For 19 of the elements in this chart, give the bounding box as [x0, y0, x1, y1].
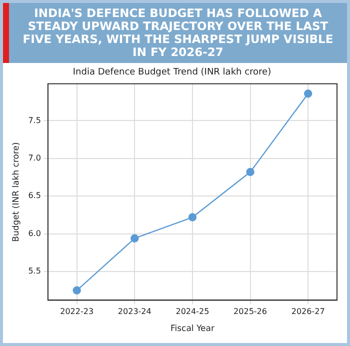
chart-title: INDIA'S DEFENCE BUDGET HAS FOLLOWED A STEADY UPWARD TRAJECTORY OVER THE LAST FIVE YEARS, WITH THE SHARPEST JUMP VISIBLE IN FY 2026-27 — [22, 6, 334, 59]
x-axis-title: Fiscal Year — [170, 324, 215, 334]
point — [246, 168, 254, 176]
y-axis-title: Budget (INR lakh crore) — [11, 142, 22, 242]
x-tick-label: 2026-27 — [291, 307, 325, 316]
y-tick-label: 6.0 — [28, 228, 41, 238]
x-tick-label: 2023-24 — [118, 307, 152, 316]
y-tick-label: 6.5 — [28, 191, 41, 200]
point — [72, 286, 81, 294]
point — [188, 213, 197, 222]
x-tick-label: 2024-25 — [176, 307, 210, 316]
y-tick-label: 5.5 — [28, 266, 41, 276]
chart-subtitle: India Defence Budget Trend (INR lakh crore) — [72, 68, 272, 78]
y-tick-label: 7.0 — [28, 154, 41, 163]
point — [130, 234, 139, 242]
y-tick-label: 7.5 — [28, 116, 41, 125]
point — [304, 90, 312, 98]
x-tick-label: 2022-23 — [60, 307, 94, 316]
x-tick-label: 2025-26 — [234, 307, 267, 316]
